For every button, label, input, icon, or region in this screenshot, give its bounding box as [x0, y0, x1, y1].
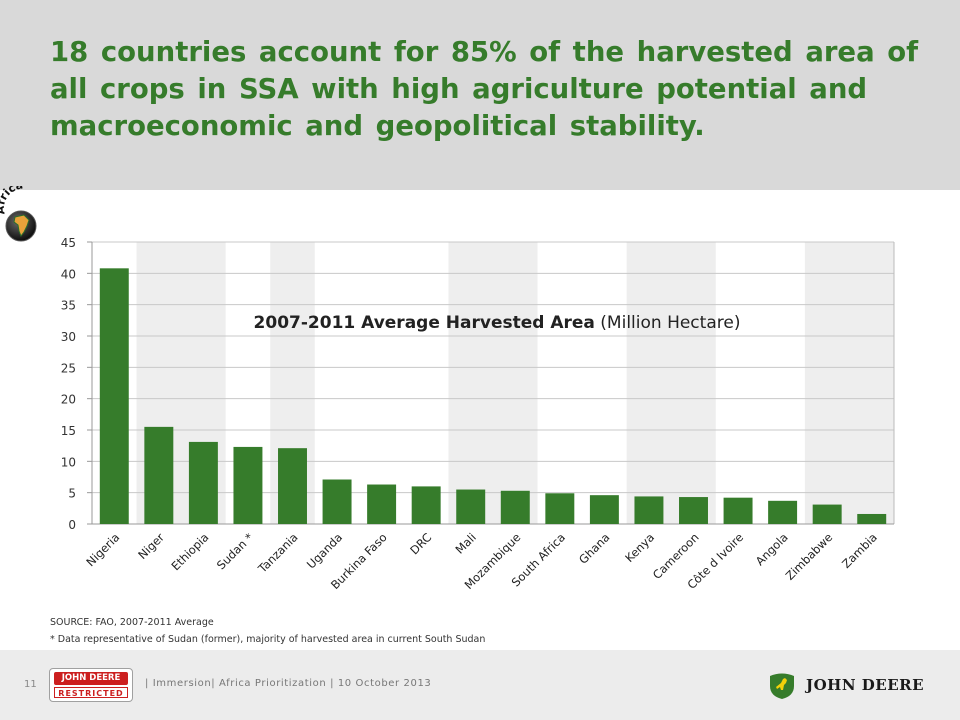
deer-logo-icon [770, 673, 794, 699]
chart-band [626, 242, 716, 524]
footer-band [0, 650, 960, 720]
bar [768, 500, 798, 524]
bar [857, 513, 887, 524]
bar [723, 497, 753, 524]
y-tick-label: 35 [61, 299, 76, 313]
x-tick-label: Nigeria [83, 530, 122, 569]
x-tick-label: Niger [135, 530, 167, 562]
x-tick-label: Mali [452, 530, 478, 556]
badge-restricted: RESTRICTED [54, 687, 128, 698]
restricted-badge: JOHN DEERE RESTRICTED [49, 668, 133, 702]
bar [679, 497, 708, 524]
bar [589, 495, 619, 524]
footnote: * Data representative of Sudan (former),… [50, 634, 486, 645]
y-tick-label: 45 [61, 236, 76, 250]
bar [545, 493, 575, 524]
chart-title-main: 2007-2011 Average Harvested Area [253, 313, 595, 333]
bar [500, 490, 530, 524]
x-tick-label: Zambia [839, 530, 880, 571]
x-axis-labels: Nigeria Niger Ethiopia Sudan * Tanzania Ugand… [83, 530, 879, 592]
chart-bands [136, 242, 894, 524]
chart-grid [87, 241, 895, 525]
africa-globe-icon: Africa [0, 186, 37, 242]
x-tick-label: Zimbabwe [783, 530, 836, 583]
header-band: 18 countries account for 85% of the harv… [0, 0, 960, 190]
y-tick-label: 40 [61, 267, 76, 281]
bar [233, 446, 263, 524]
bar [456, 489, 486, 524]
bar [322, 479, 352, 524]
y-tick-label: 10 [61, 455, 76, 469]
x-tick-label: Angola [753, 530, 791, 568]
x-tick-label: Kenya [622, 530, 657, 565]
bar [188, 441, 218, 524]
slide-title: 18 countries account for 85% of the harv… [50, 36, 919, 142]
source-note: SOURCE: FAO, 2007-2011 Average [50, 617, 214, 628]
bar [144, 426, 174, 524]
bar [411, 486, 441, 524]
chart-band [804, 242, 894, 524]
bar [812, 504, 842, 524]
x-tick-label: DRC [407, 530, 434, 557]
bar-chart: 0 5 10 15 20 25 30 35 40 45 Nigeria Niger Ethiopia S… [61, 236, 895, 592]
x-tick-label: Ethiopia [168, 530, 211, 573]
y-tick-label: 0 [68, 518, 76, 532]
x-tick-label: Uganda [304, 530, 345, 571]
y-tick-label: 15 [61, 424, 76, 438]
x-tick-label: Tanzania [255, 530, 301, 576]
chart-title: 2007-2011 Average Harvested Area (Millio… [0, 313, 960, 333]
page-number: 11 [24, 679, 37, 690]
y-tick-label: 25 [61, 361, 76, 375]
chart-title-unit: (Million Hectare) [600, 313, 741, 333]
chart-bars [99, 268, 887, 524]
footer-text: | Immersion| Africa Prioritization | 10 … [145, 678, 432, 689]
x-tick-label: Sudan * [214, 530, 256, 572]
y-axis-ticks: 0 5 10 15 20 25 30 35 40 45 [61, 236, 76, 532]
bar [634, 496, 664, 524]
bar [367, 484, 397, 524]
badge-brand: JOHN DEERE [54, 672, 128, 685]
y-tick-label: 20 [61, 393, 76, 407]
y-tick-label: 30 [61, 330, 76, 344]
x-tick-label: Ghana [576, 530, 612, 566]
chart-band [448, 242, 538, 524]
bar [278, 448, 307, 524]
y-tick-label: 5 [68, 487, 76, 501]
bar [99, 268, 129, 524]
brand-wordmark: JOHN DEERE [806, 676, 925, 694]
